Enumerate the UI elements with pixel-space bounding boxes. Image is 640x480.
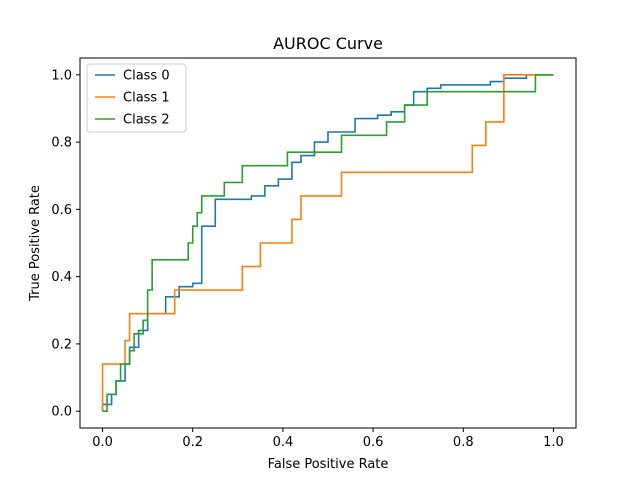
y-tick-label: 0.0 <box>51 405 72 420</box>
x-tick-label: 0.8 <box>453 435 474 450</box>
x-axis: 0.0 0.2 0.4 0.6 0.8 1.0 <box>92 428 564 450</box>
series-line-class-2 <box>102 74 554 412</box>
y-axis: 0.0 0.2 0.4 0.6 0.8 1.0 <box>51 68 80 420</box>
x-tick-label: 0.0 <box>92 435 113 450</box>
series-line-class-0 <box>101 74 554 412</box>
x-tick-label: 0.4 <box>273 435 294 450</box>
chart-title: AUROC Curve <box>273 34 383 53</box>
x-axis-title: False Positive Rate <box>268 457 389 472</box>
legend: Class 0 Class 1 Class 2 <box>86 63 187 133</box>
x-tick-label: 0.6 <box>363 435 384 450</box>
y-tick-label: 1.0 <box>51 68 72 83</box>
plot-area <box>79 57 577 429</box>
x-tick-label: 1.0 <box>543 435 564 450</box>
legend-label-class-2: Class 2 <box>123 113 170 128</box>
legend-label-class-1: Class 1 <box>123 91 170 106</box>
y-axis-title: True Positive Rate <box>28 185 43 302</box>
y-tick-label: 0.6 <box>51 203 72 218</box>
legend-box <box>86 63 187 133</box>
plot-frame <box>79 57 577 429</box>
legend-label-class-0: Class 0 <box>123 69 170 84</box>
x-tick-label: 0.2 <box>182 435 203 450</box>
y-tick-label: 0.4 <box>51 270 72 285</box>
series-line-class-1 <box>101 74 554 412</box>
y-tick-label: 0.8 <box>51 136 72 151</box>
y-tick-label: 0.2 <box>51 337 72 352</box>
